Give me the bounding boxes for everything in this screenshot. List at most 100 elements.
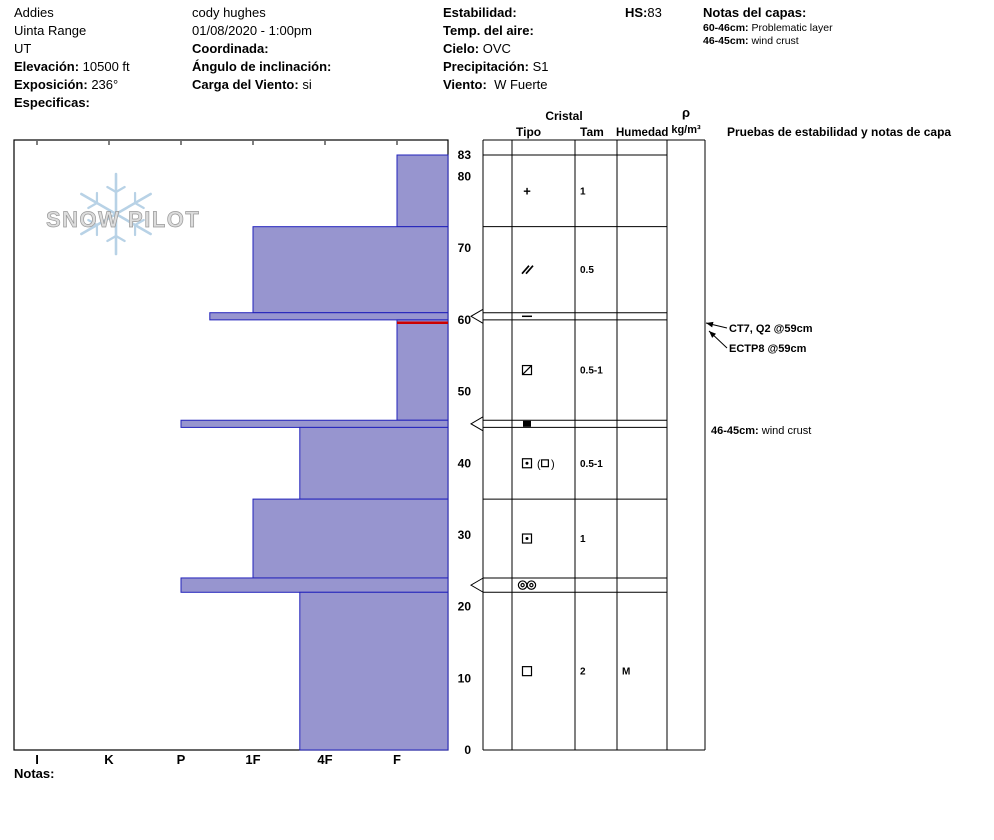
hardness-bars	[180, 154, 449, 751]
snowflake-icon	[114, 212, 152, 236]
layer-note: 46-45cm: wind crust	[703, 35, 833, 48]
grain-size-value: 1	[580, 186, 586, 197]
field-label: Precipitación:	[443, 59, 529, 74]
snow-layer-bar	[299, 591, 449, 751]
stability-annotations: CT7, Q2 @59cm ECTP8 @59cm 46-45cm: wind cr…	[705, 321, 813, 437]
wind-row: Viento: W Fuerte	[443, 76, 549, 94]
snow-layer-bar	[209, 312, 449, 321]
snow-height-block: HS:83	[625, 4, 662, 22]
field-value: 83	[647, 5, 662, 20]
hardness-axis-label: 1F	[245, 752, 260, 767]
snowflake-icon	[80, 192, 118, 216]
field-value: OVC	[482, 41, 511, 56]
coordinates-row: Coordinada:	[192, 40, 331, 58]
field-label: Exposición:	[14, 77, 88, 92]
depth-axis-label: 70	[458, 241, 472, 255]
stability-test-label: CT7, Q2 @59cm	[729, 323, 813, 335]
layer-notes-block: Notas del capas: 60-46cm: Problematic la…	[703, 4, 833, 48]
grain-icon-facet-square-slash	[521, 364, 533, 376]
field-label: Temp. del aire:	[443, 23, 534, 38]
svg-text:): )	[551, 458, 555, 470]
site-block: Addies Uinta Range UT Elevación: 10500 f…	[14, 4, 130, 112]
grain-size-value: 0.5	[580, 265, 594, 276]
grain-icon-facet-square-dot: ()	[521, 458, 555, 470]
hardness-axis-label: F	[393, 752, 401, 767]
field-value: 10500 ft	[82, 59, 130, 74]
layer-annotation: 46-45cm: wind crust	[711, 425, 811, 437]
logo-text: SNOW PILOT	[46, 207, 200, 232]
field-label: Viento:	[443, 77, 487, 92]
notes-label: Notas:	[14, 766, 55, 781]
depth-axis-label: 10	[458, 671, 472, 685]
depth-axis-label: 30	[458, 528, 472, 542]
grain-size-value: 0.5-1	[580, 459, 603, 470]
annotation-arrow-icon	[706, 321, 714, 328]
field-label: Coordinada:	[192, 41, 269, 56]
site-name: Addies	[14, 5, 54, 20]
wind-loading-row: Carga del Viento: si	[192, 76, 331, 94]
layer-row-35-24: 1	[521, 533, 586, 545]
layer-note-text: Problematic layer	[751, 22, 833, 34]
depth-axis-label: 20	[458, 600, 472, 614]
layer-note-depth: 60-46cm:	[703, 22, 749, 34]
snowpilot-logo: SNOW PILOT	[46, 172, 200, 256]
tam-column-header: Tam	[580, 125, 604, 139]
precip-row: Precipitación: S1	[443, 58, 549, 76]
layer-table: +10.50.5-1() 0.5-112 M	[470, 139, 706, 751]
site-range: Uinta Range	[14, 23, 87, 38]
grain-size-value: 2	[580, 667, 586, 678]
thin-layer-chevron	[470, 308, 484, 324]
snow-layer-bar	[180, 419, 449, 428]
depth-axis-label: 83	[458, 148, 472, 162]
layer-note: 60-46cm: Problematic layer	[703, 22, 833, 35]
moisture-value: M	[622, 667, 630, 678]
grain-icon-pp-plus: +	[523, 183, 531, 198]
field-label: Ángulo de inclinación:	[192, 59, 332, 74]
field-label: Carga del Viento:	[192, 77, 299, 92]
tipo-column-header: Tipo	[516, 125, 541, 139]
svg-text:(: (	[537, 458, 541, 470]
elevation-row: Elevación: 10500 ft	[14, 58, 130, 76]
grain-icon-crust-filled-square	[523, 420, 531, 427]
layer-notes-title: Notas del capas:	[703, 5, 807, 20]
layer-note-text: wind crust	[751, 35, 799, 47]
table-headers: Cristal Tipo Tam Humedad ρ kg/m³ Pruebas de es…	[516, 105, 951, 139]
observer-block: cody hughes 01/08/2020 - 1:00pm Coordina…	[192, 4, 331, 94]
snowflake-icon	[114, 192, 152, 216]
field-value: si	[302, 77, 312, 92]
grain-icon-melt-freeze-circles	[517, 580, 537, 590]
grain-icon-facet-square-dot	[521, 533, 533, 544]
snow-layer-bar	[299, 426, 449, 500]
depth-axis-label: 80	[458, 170, 472, 184]
observer-name: cody hughes	[192, 5, 266, 20]
density-symbol-header: ρ	[682, 105, 690, 120]
field-value: W Fuerte	[494, 77, 548, 92]
air-temp-row: Temp. del aire:	[443, 22, 549, 40]
hardness-axis-label: I	[35, 752, 39, 767]
snowflake-icon	[80, 212, 118, 236]
slope-angle-row: Ángulo de inclinación:	[192, 58, 331, 76]
field-label: Elevación:	[14, 59, 80, 74]
snow-layer-bar	[252, 226, 449, 314]
thin-layer-chevron	[470, 577, 484, 593]
depth-axis-label: 60	[458, 313, 472, 327]
tests-column-header: Pruebas de estabilidad y notas de capa	[727, 125, 951, 139]
layer-row-45-35: () 0.5-1	[521, 458, 603, 470]
depth-axis-label: 0	[464, 743, 471, 757]
layer-row-46-45	[523, 420, 531, 427]
field-label: Especificas:	[14, 95, 90, 110]
field-value: S1	[532, 59, 549, 74]
hardness-axis-label: P	[177, 752, 186, 767]
snow-layer-bar	[180, 577, 449, 593]
field-label: Estabilidad:	[443, 5, 517, 20]
layer-row-83-73: +1	[523, 183, 586, 198]
layer-row-60-46: 0.5-1	[521, 364, 603, 377]
density-units-header: kg/m³	[671, 124, 701, 136]
depth-axis-label: 50	[458, 385, 472, 399]
crystal-group-header: Cristal	[545, 109, 582, 123]
thin-layer-chevron	[470, 416, 484, 432]
field-label: HS:	[625, 5, 648, 20]
layer-row-24-22	[517, 580, 537, 590]
